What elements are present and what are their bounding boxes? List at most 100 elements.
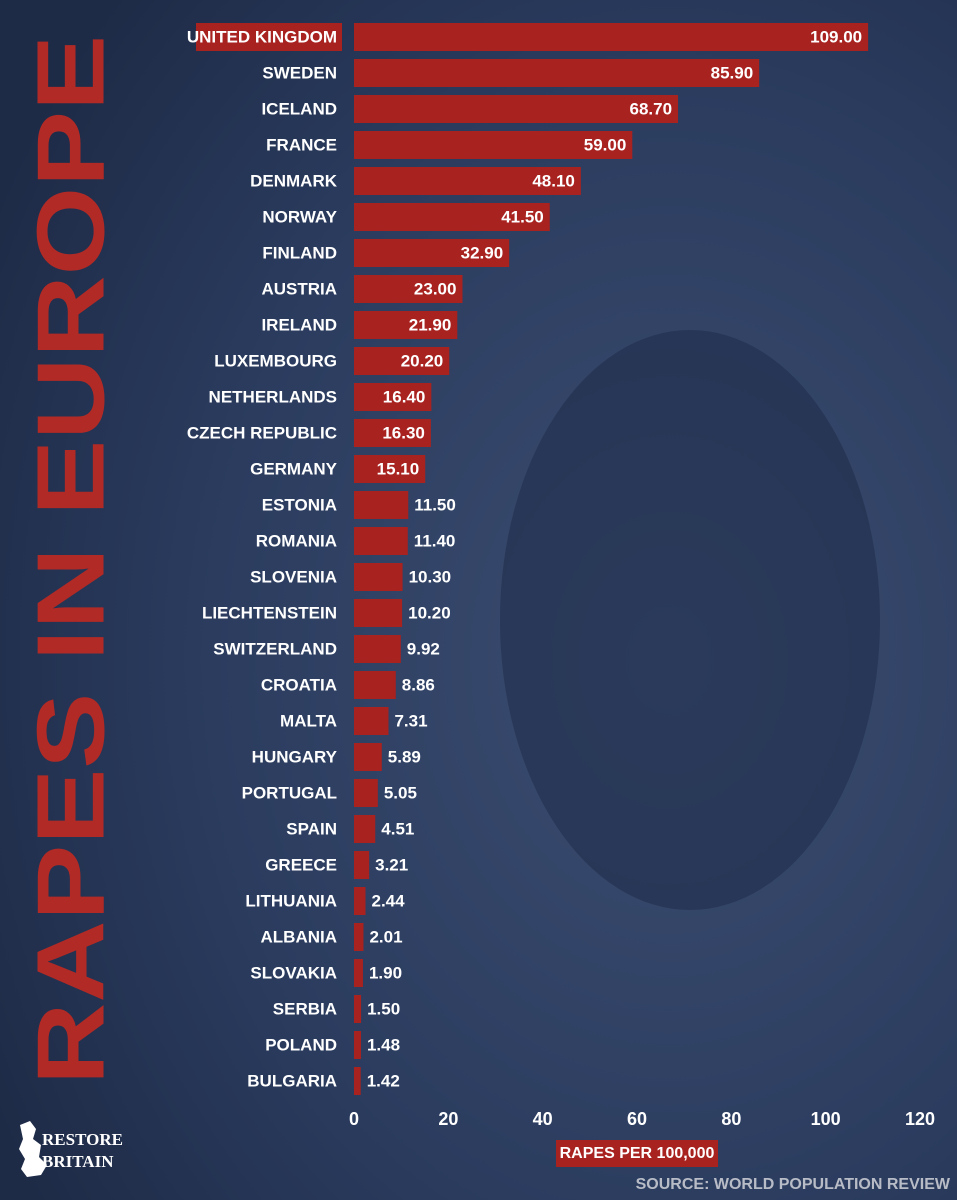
y-tick-label: CZECH REPUBLIC [187, 423, 337, 442]
logo-map [19, 1121, 47, 1177]
chart-title: RAPES IN EUROPE [17, 35, 124, 1085]
y-tick-label: IRELAND [261, 315, 337, 334]
y-tick-label: SPAIN [286, 819, 337, 838]
bar [354, 815, 376, 843]
y-tick-label: PORTUGAL [242, 783, 337, 802]
value-label: 1.90 [369, 963, 402, 982]
y-tick-label: SWEDEN [262, 63, 337, 82]
value-label: 5.89 [388, 747, 421, 766]
bar [354, 707, 389, 735]
value-label: 2.01 [369, 927, 402, 946]
value-label: 9.92 [407, 639, 440, 658]
bar [354, 599, 403, 627]
x-tick-label: 60 [627, 1109, 647, 1129]
value-label: 16.40 [383, 387, 426, 406]
source: SOURCE: WORLD POPULATION REVIEW [636, 1176, 951, 1193]
value-label: 5.05 [384, 783, 417, 802]
y-tick-label: SLOVENIA [250, 567, 337, 586]
y-tick-label: HUNGARY [252, 747, 338, 766]
value-label: 68.70 [629, 99, 672, 118]
bar [354, 23, 869, 51]
value-label: 7.31 [394, 711, 427, 730]
y-tick-label: MALTA [280, 711, 337, 730]
y-tick-label: POLAND [265, 1035, 337, 1054]
value-label: 11.40 [414, 531, 456, 550]
value-label: 1.42 [367, 1071, 400, 1090]
bar [354, 203, 550, 231]
value-label: 32.90 [461, 243, 504, 262]
value-label: 10.20 [408, 603, 451, 622]
bar [354, 563, 403, 591]
y-tick-label: LIECHTENSTEIN [202, 603, 337, 622]
axis-title-box [556, 1140, 718, 1167]
bar [354, 59, 760, 87]
y-tick-label: ESTONIA [262, 495, 337, 514]
y-tick-label: CROATIA [261, 675, 337, 694]
value-label: 85.90 [711, 63, 754, 82]
bar [354, 455, 426, 483]
x-tick-label: 0 [349, 1109, 359, 1129]
bar [354, 527, 408, 555]
x-tick-label: 120 [905, 1109, 935, 1129]
y-tick-label: NORWAY [262, 207, 337, 226]
bar [354, 1067, 361, 1095]
value-label: 41.50 [501, 207, 544, 226]
highlight-box [196, 23, 342, 51]
y-tick-label: BULGARIA [247, 1071, 337, 1090]
y-tick-label: SLOVAKIA [250, 963, 337, 982]
bar [354, 491, 409, 519]
bar [354, 167, 581, 195]
value-label: 10.30 [409, 567, 452, 586]
value-label: 11.50 [414, 495, 456, 514]
y-tick-label: LUXEMBOURG [214, 351, 337, 370]
y-tick-label: FINLAND [262, 243, 337, 262]
y-tick-label: GREECE [265, 855, 337, 874]
silhouette [500, 330, 880, 910]
bar [354, 995, 362, 1023]
y-tick-label: ROMANIA [256, 531, 337, 550]
bar [354, 743, 382, 771]
value-label: 2.44 [372, 891, 406, 910]
logo-text: RESTORE [42, 1130, 123, 1149]
value-label: 1.48 [367, 1035, 400, 1054]
value-label: 4.51 [381, 819, 414, 838]
value-label: 21.90 [409, 315, 452, 334]
bar [354, 635, 401, 663]
bar [354, 383, 432, 411]
y-tick-label: DENMARK [250, 171, 338, 190]
bar [354, 1031, 361, 1059]
value-label: 59.00 [584, 135, 627, 154]
bar [354, 851, 370, 879]
x-tick-label: 100 [811, 1109, 841, 1129]
value-label: 15.10 [377, 459, 420, 478]
y-tick-label: LITHUANIA [245, 891, 337, 910]
y-tick-label: ALBANIA [261, 927, 338, 946]
y-tick-label: SWITZERLAND [213, 639, 337, 658]
y-tick-label: AUSTRIA [261, 279, 337, 298]
bar [354, 959, 363, 987]
bar [354, 419, 431, 447]
value-label: 8.86 [402, 675, 435, 694]
y-tick-label: SERBIA [273, 999, 337, 1018]
bar [354, 95, 679, 123]
x-tick-label: 20 [438, 1109, 458, 1129]
y-tick-label: GERMANY [250, 459, 338, 478]
bar [354, 347, 450, 375]
bar [354, 923, 364, 951]
bar [354, 131, 633, 159]
value-label: 3.21 [375, 855, 408, 874]
y-tick-label: FRANCE [266, 135, 337, 154]
value-label: 109.00 [810, 27, 862, 46]
value-label: 16.30 [382, 423, 425, 442]
value-label: 48.10 [532, 171, 575, 190]
bar [354, 275, 463, 303]
y-tick-label: NETHERLANDS [209, 387, 337, 406]
value-label: 1.50 [367, 999, 400, 1018]
bar [354, 671, 396, 699]
axis-title: RAPES PER 100,000 [560, 1145, 715, 1162]
bar [354, 239, 510, 267]
bar [354, 311, 458, 339]
x-tick-label: 40 [533, 1109, 553, 1129]
value-label: 20.20 [401, 351, 444, 370]
